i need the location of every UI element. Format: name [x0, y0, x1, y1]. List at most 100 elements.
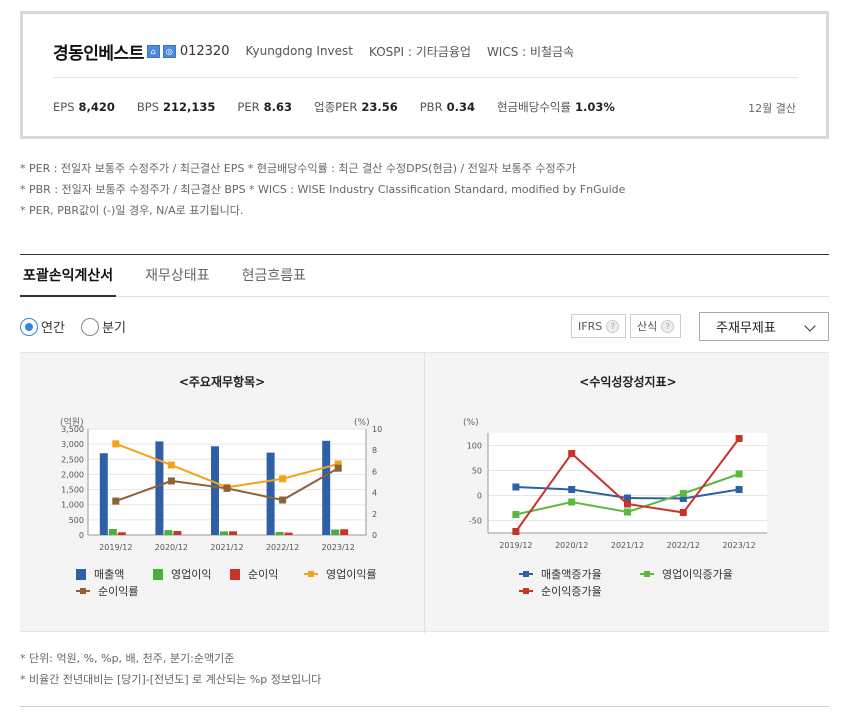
company-summary-box: 경동인베스트 ⌂ ◎ 012320 Kyungdong Invest KOSPI… [20, 11, 829, 139]
bar-operating-profit [331, 529, 340, 535]
chevron-down-icon [804, 320, 816, 332]
x-tick-label: 2022/12 [266, 543, 299, 552]
legend-label: 매출액 [94, 568, 125, 581]
metric-eps: EPS 8,420 [53, 100, 115, 114]
company-market: KOSPI : 기타금융업 [369, 44, 471, 59]
y-tick-label: 0 [477, 492, 482, 501]
growth-indicators-chart: (%) 100 50 0 -50 2019/12 2020/12 2021/12 2022/12… [463, 418, 767, 550]
x-tick-label: 2023/12 [722, 541, 755, 550]
legend-swatch [153, 568, 163, 580]
point-net-profit-growth [624, 500, 631, 508]
x-tick-label: 2021/12 [611, 541, 644, 550]
y-tick-label-left: 2,500 [61, 455, 84, 464]
bar-operating-profit [275, 531, 284, 535]
bar-net-profit [229, 531, 237, 535]
legend-item[interactable]: 영업이익증가율 [640, 566, 733, 582]
y-tick-label-right: 8 [372, 446, 377, 455]
x-tick-label: 2020/12 [555, 541, 588, 550]
note-line: * PER : 전일자 보통주 수정주가 / 최근결산 EPS * 현금배당수익… [20, 162, 576, 175]
ifrs-help-button[interactable]: IFRS ? [571, 314, 627, 338]
y-tick-label-left: 1,500 [61, 486, 84, 495]
y-tick-label: -50 [469, 517, 482, 526]
legend-label: 순이익증가율 [541, 585, 602, 598]
bar-revenue [266, 452, 275, 535]
legend-label: 영업이익률 [326, 568, 377, 581]
point-operating-profit-growth [679, 490, 687, 497]
home-icon[interactable]: ⌂ [146, 44, 160, 58]
y-tick-label-left: 500 [69, 516, 84, 525]
quarterly-radio[interactable]: 분기 [81, 317, 126, 336]
legend-item[interactable]: 순이익 [230, 566, 278, 582]
point-net-margin [223, 484, 231, 492]
quarterly-label: 분기 [102, 321, 126, 336]
bar-revenue [99, 453, 108, 535]
legend-swatch [640, 571, 654, 577]
legend-item[interactable]: 영업이익 [153, 566, 211, 582]
unit-notes: * 단위: 억원, %, %p, 배, 천주, 분기:순액기준 * 비율간 전년… [20, 648, 321, 690]
bar-net-profit [173, 531, 182, 535]
formula-label: 산식 [637, 320, 658, 333]
bar-operating-profit [108, 528, 117, 535]
bar-operating-profit [220, 531, 228, 535]
legend-swatch [230, 568, 240, 580]
radio-checked-icon [20, 317, 38, 336]
point-revenue-growth [679, 495, 687, 502]
point-revenue-growth [624, 494, 631, 502]
bar-net-profit [340, 529, 349, 535]
y-tick-label-left: 3,000 [61, 440, 84, 449]
point-operating-margin [279, 475, 287, 483]
note-line: * PER, PBR값이 (-)일 경우, N/A로 표기됩니다. [20, 204, 244, 217]
legend-item[interactable]: 매출액증가율 [519, 566, 602, 582]
point-net-margin [279, 496, 287, 504]
point-operating-margin [334, 460, 342, 468]
legend-item[interactable]: 순이익률 [76, 583, 138, 599]
y-axis-unit-left: (억원) [60, 416, 84, 428]
y-tick-label-left: 3,500 [61, 425, 84, 434]
ir-icon[interactable]: ◎ [162, 44, 176, 58]
metric-industry-per: 업종PER 23.56 [314, 100, 398, 114]
plot-area [488, 433, 767, 533]
x-tick-label: 2021/12 [210, 543, 243, 552]
point-net-profit-growth [679, 509, 687, 516]
dropdown-label: 주재무제표 [716, 321, 776, 336]
y-tick-label-left: 2,000 [61, 470, 84, 479]
definition-notes: * PER : 전일자 보통주 수정주가 / 최근결산 EPS * 현금배당수익… [20, 158, 625, 221]
chart-divider [424, 353, 425, 633]
legend-label: 영업이익증가율 [662, 568, 733, 581]
point-net-margin [167, 477, 175, 485]
tab-balance-sheet[interactable]: 재무상태표 [145, 268, 210, 284]
annual-label: 연간 [41, 321, 65, 336]
metric-bps: BPS 212,135 [136, 100, 216, 114]
legend-swatch [519, 588, 533, 594]
formula-help-button[interactable]: 산식 ? [630, 314, 682, 338]
y-tick-label-left: 0 [79, 531, 84, 540]
summary-divider [53, 77, 798, 78]
y-tick-label-right: 2 [372, 510, 377, 519]
statement-type-dropdown[interactable]: 주재무제표 [699, 312, 829, 341]
annual-radio[interactable]: 연간 [20, 317, 65, 336]
y-tick-label: 50 [472, 467, 482, 476]
x-tick-label: 2023/12 [322, 543, 355, 552]
x-tick-label: 2020/12 [155, 543, 188, 552]
tab-income-statement[interactable]: 포괄손익계산서 [20, 255, 117, 297]
legend-swatch [76, 568, 86, 580]
legend-label: 영업이익 [171, 568, 212, 581]
point-net-margin [112, 497, 120, 505]
ifrs-label: IFRS [578, 319, 603, 333]
legend-item[interactable]: 영업이익률 [304, 566, 377, 582]
legend-item[interactable]: 매출액 [76, 566, 124, 582]
metric-per: PER 8.63 [237, 100, 292, 114]
bar-net-profit [284, 532, 293, 535]
x-tick-label: 2019/12 [99, 543, 132, 552]
company-header: 경동인베스트 ⌂ ◎ 012320 Kyungdong Invest KOSPI… [53, 40, 574, 64]
tab-cash-flow[interactable]: 현금흐름표 [241, 268, 306, 284]
settlement-month: 12월 결산 [748, 102, 796, 115]
bar-net-profit [117, 532, 126, 535]
legend-item[interactable]: 순이익증가율 [519, 583, 602, 599]
legend-label: 매출액증가율 [541, 568, 602, 581]
point-revenue-growth [512, 483, 520, 491]
note-line: * PBR : 전일자 보통주 수정주가 / 최근결산 BPS * WICS :… [20, 183, 626, 196]
point-revenue-growth [568, 486, 576, 493]
legend-label: 순이익 [248, 568, 279, 581]
y-tick-label-right: 0 [372, 531, 377, 540]
